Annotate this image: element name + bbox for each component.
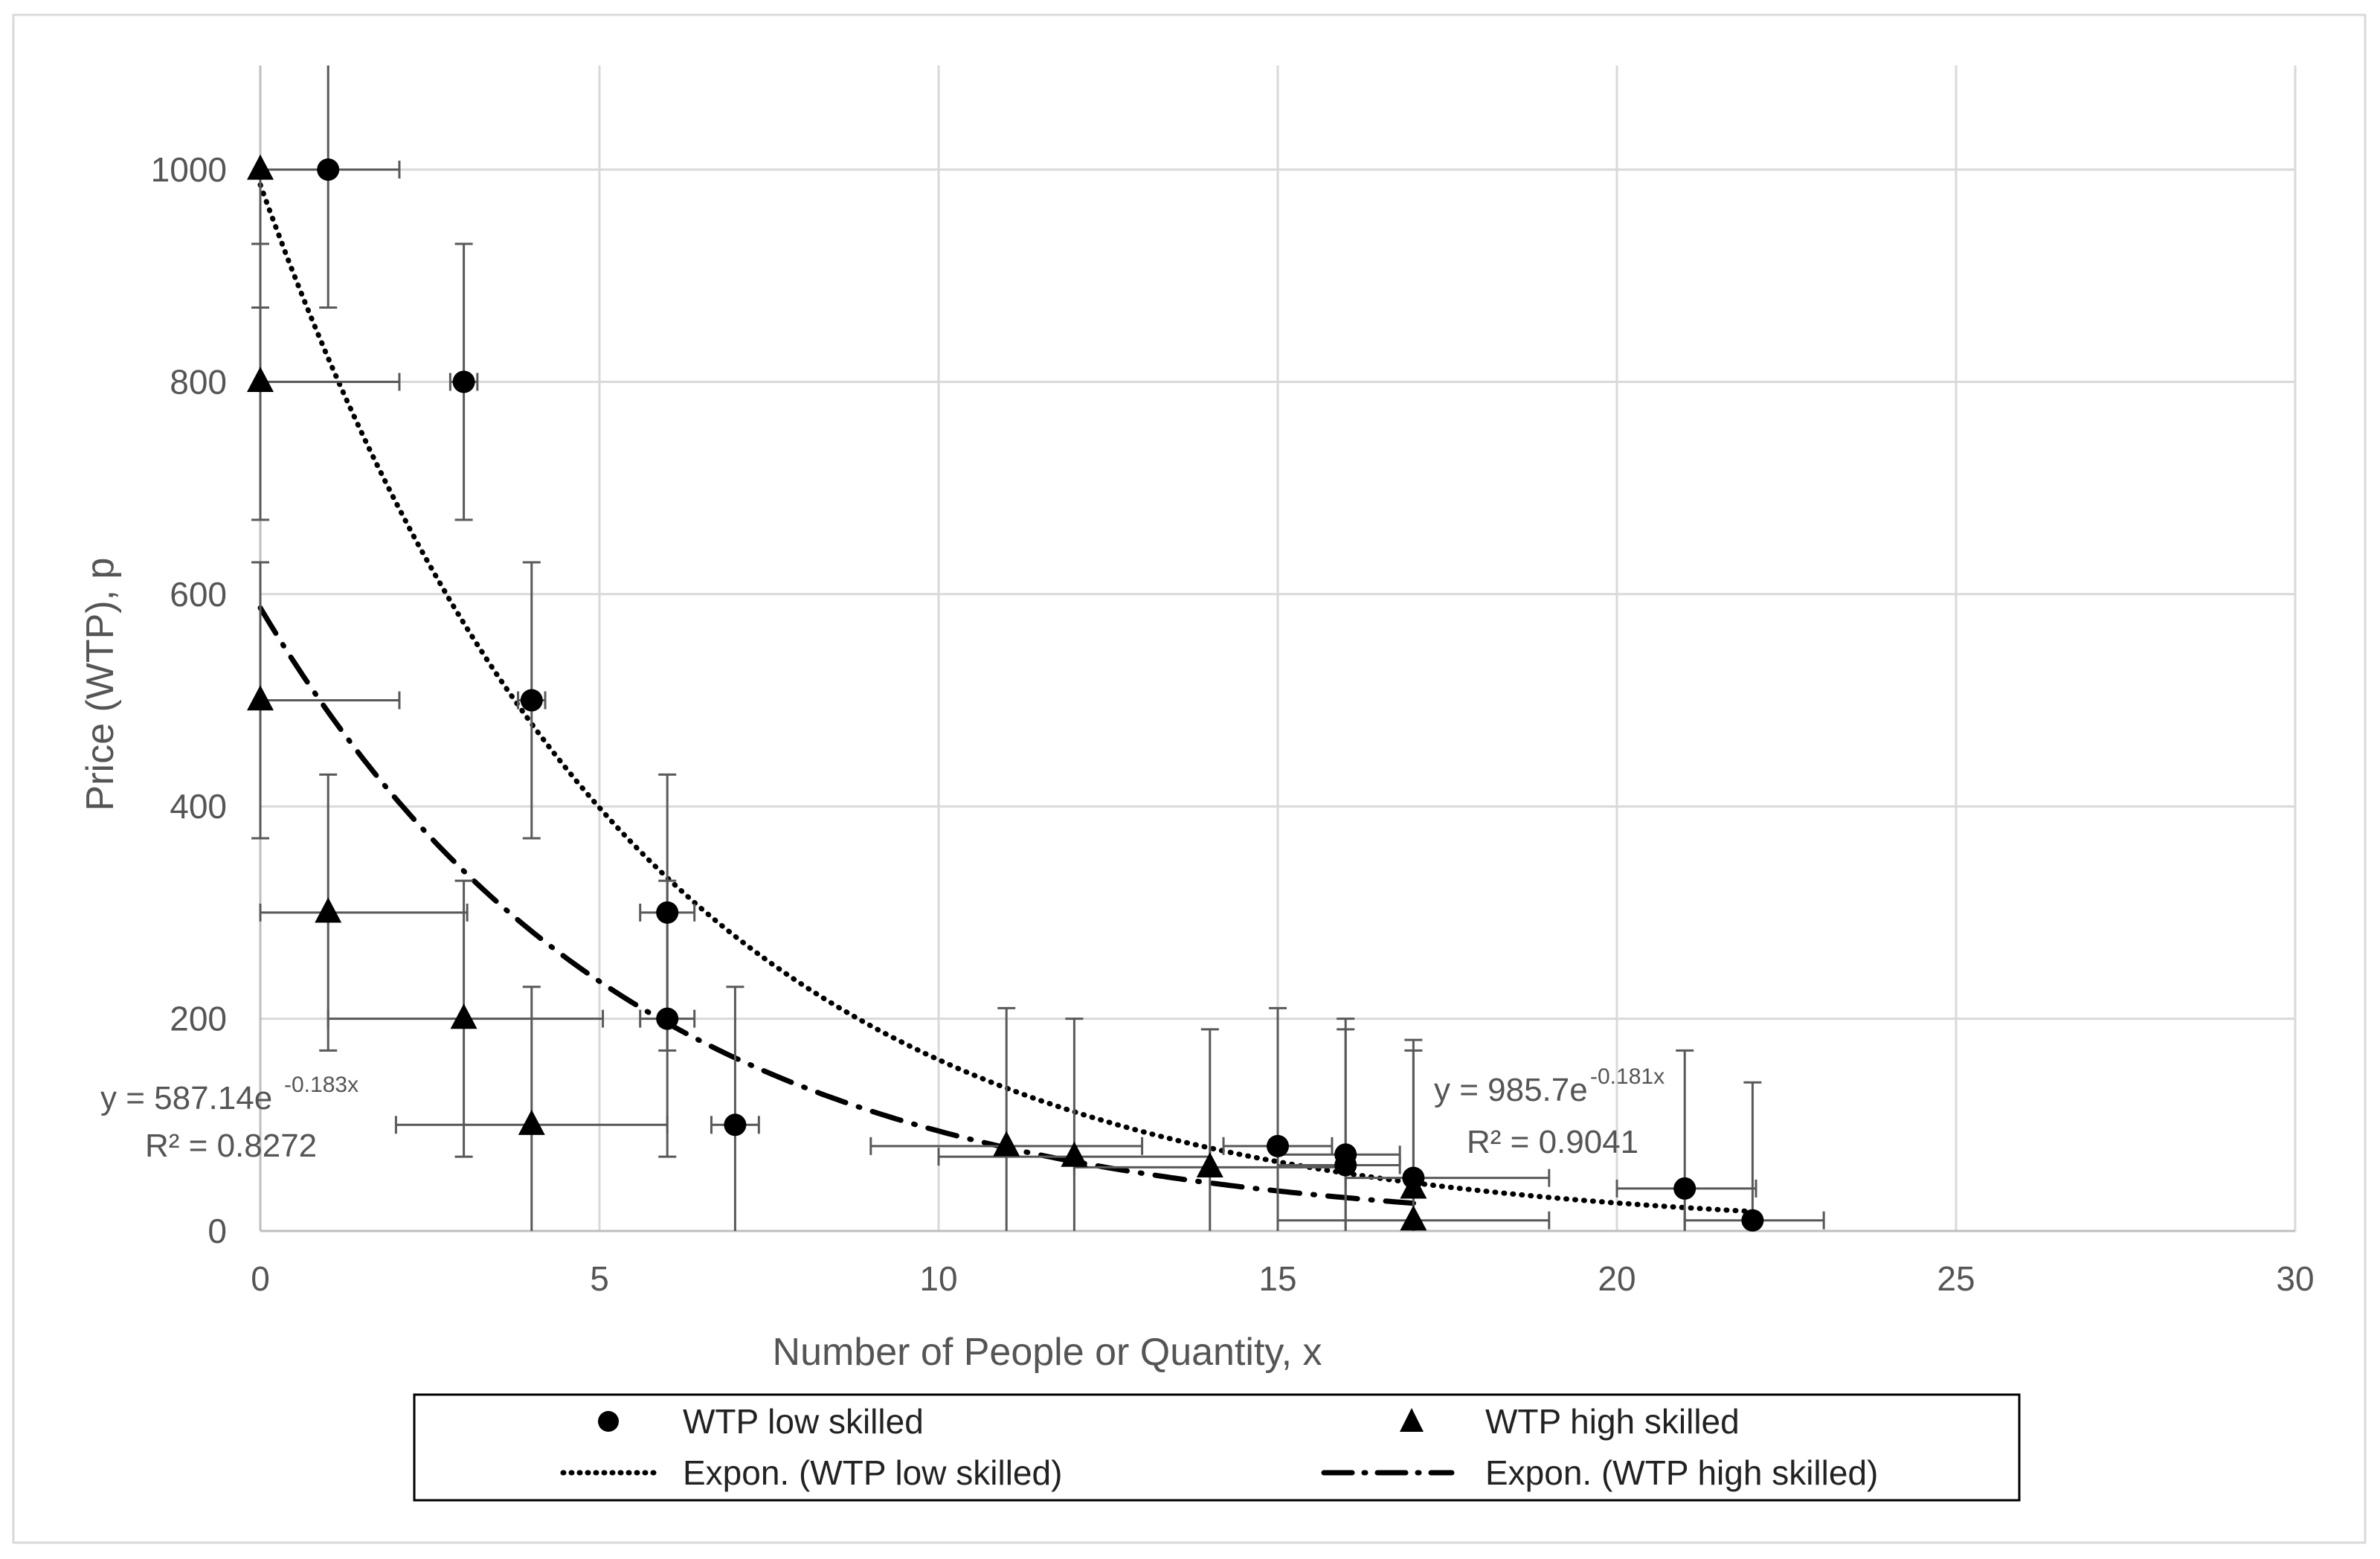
r2-low-skilled: R² = 0.9041 xyxy=(1467,1124,1638,1160)
equation-low-exponent: -0.181x xyxy=(1590,1064,1665,1089)
data-markers xyxy=(247,154,1764,1232)
error-bar xyxy=(710,986,760,1231)
y-tick-label: 400 xyxy=(170,787,227,826)
error-bar xyxy=(1683,1081,1825,1231)
equation-high-base: y = 587.14e xyxy=(100,1080,272,1116)
high-skilled-point xyxy=(247,154,274,180)
error-bar xyxy=(259,773,469,1052)
y-tick-label: 200 xyxy=(170,1000,227,1038)
legend: WTP low skilled WTP high skilled Expon. … xyxy=(413,1393,2021,1502)
error-bar xyxy=(259,65,401,309)
error-bar xyxy=(1276,1028,1401,1231)
high-skilled-point xyxy=(450,1003,477,1029)
high-skilled-point xyxy=(247,685,274,711)
low-skilled-point xyxy=(1673,1177,1696,1200)
high-skilled-point xyxy=(1400,1205,1427,1231)
low-skilled-point xyxy=(520,689,543,712)
equation-low-base: y = 985.7e xyxy=(1434,1072,1588,1108)
error-bar xyxy=(1222,1006,1334,1231)
legend-item-high-skilled: WTP high skilled xyxy=(1485,1402,1740,1441)
legend-item-low-skilled: WTP low skilled xyxy=(683,1402,924,1441)
high-skilled-point xyxy=(1196,1151,1223,1177)
high-skilled-point xyxy=(315,897,342,923)
x-tick-label: 25 xyxy=(1937,1259,1975,1298)
legend-item-expon-high: Expon. (WTP high skilled) xyxy=(1485,1453,1878,1492)
high-skilled-point xyxy=(1061,1141,1088,1167)
r2-high-skilled: R² = 0.8272 xyxy=(145,1128,317,1164)
low-skilled-point xyxy=(656,1007,679,1030)
x-tick-label: 30 xyxy=(2276,1259,2314,1298)
y-tick-label: 800 xyxy=(170,362,227,401)
high-skilled-point xyxy=(1400,1173,1427,1199)
high-skilled-point xyxy=(993,1131,1020,1157)
trendline-high-skilled xyxy=(257,605,1416,1206)
x-tick-label: 20 xyxy=(1598,1259,1636,1298)
error-bar xyxy=(394,986,669,1231)
high-skilled-point xyxy=(518,1109,545,1135)
low-skilled-point xyxy=(452,370,475,393)
low-skilled-point xyxy=(1334,1154,1357,1177)
y-tick-label: 600 xyxy=(170,575,227,614)
error-bar xyxy=(1404,1049,1423,1231)
low-skilled-point xyxy=(656,901,679,924)
error-bar xyxy=(251,242,401,521)
low-skilled-point xyxy=(1741,1209,1764,1232)
legend-box xyxy=(413,1393,2021,1502)
error-bar xyxy=(937,1018,1212,1231)
x-tick-label: 10 xyxy=(919,1259,957,1298)
chart-frame xyxy=(12,13,2367,1544)
equation-low-skilled: y = 985.7e -0.181x R² = 0.9041 xyxy=(1434,1064,1665,1160)
tick-labels: 0 5 10 15 20 25 30 0 200 400 600 800 1000 xyxy=(151,150,2315,1298)
error-bar xyxy=(251,561,401,840)
x-axis-title: Number of People or Quantity, x xyxy=(773,1331,1322,1374)
low-skilled-point xyxy=(317,158,340,181)
error-bar xyxy=(1072,1028,1347,1231)
high-skilled-point xyxy=(247,367,274,392)
low-skilled-point xyxy=(1267,1134,1289,1157)
equation-high-exponent: -0.183x xyxy=(284,1073,358,1097)
y-tick-label: 1000 xyxy=(151,150,227,189)
x-tick-label: 15 xyxy=(1258,1259,1296,1298)
error-bars xyxy=(251,65,1825,1231)
y-tick-label: 0 xyxy=(208,1212,227,1250)
low-skilled-point xyxy=(724,1113,747,1137)
equation-high-skilled: y = 587.14e -0.183x R² = 0.8272 xyxy=(100,1073,358,1164)
x-tick-label: 0 xyxy=(251,1259,270,1298)
x-tick-label: 5 xyxy=(590,1259,609,1298)
legend-circle-icon xyxy=(598,1411,619,1432)
legend-triangle-icon xyxy=(1400,1408,1424,1432)
legend-item-expon-low: Expon. (WTP low skilled) xyxy=(683,1453,1062,1492)
y-axis-title: Price (WTP), p xyxy=(79,558,122,811)
